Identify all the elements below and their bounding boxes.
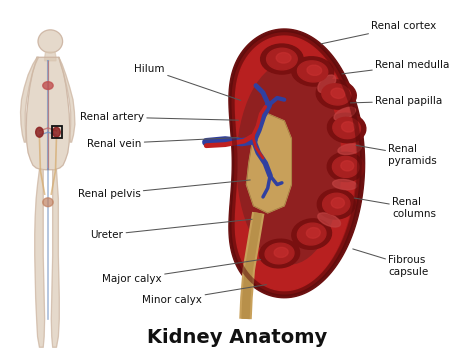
Ellipse shape [36,127,43,137]
Ellipse shape [333,118,360,139]
Ellipse shape [292,57,334,86]
Text: Renal papilla: Renal papilla [350,96,442,106]
Ellipse shape [266,48,297,70]
Ellipse shape [331,198,345,208]
Ellipse shape [259,239,300,268]
Polygon shape [59,57,75,142]
Polygon shape [45,52,56,61]
Ellipse shape [333,179,357,190]
Text: Minor calyx: Minor calyx [143,285,266,305]
Text: Renal
columns: Renal columns [354,197,436,219]
Ellipse shape [43,198,53,207]
Ellipse shape [318,213,340,227]
Ellipse shape [298,61,328,82]
Ellipse shape [327,152,364,181]
Ellipse shape [331,88,345,98]
Polygon shape [20,57,38,142]
Polygon shape [232,33,359,294]
Ellipse shape [237,62,341,264]
Text: Renal medulla: Renal medulla [342,60,449,74]
Ellipse shape [322,84,351,105]
Ellipse shape [307,65,322,75]
Ellipse shape [276,53,291,63]
Text: Renal artery: Renal artery [80,112,238,122]
Ellipse shape [316,80,356,109]
Ellipse shape [38,30,63,53]
Ellipse shape [323,193,350,215]
Ellipse shape [338,144,361,154]
Polygon shape [235,36,355,291]
Text: Renal vein: Renal vein [87,137,238,148]
Ellipse shape [317,189,355,219]
Ellipse shape [265,243,294,264]
Polygon shape [229,29,365,298]
Text: Major calyx: Major calyx [102,260,261,284]
Text: Renal
pyramids: Renal pyramids [356,144,437,166]
Ellipse shape [274,247,288,257]
Text: Ureter: Ureter [91,219,252,240]
Text: Renal cortex: Renal cortex [321,21,437,44]
Text: Hilum: Hilum [135,64,241,100]
Ellipse shape [318,75,336,93]
Ellipse shape [53,127,60,137]
Polygon shape [35,170,45,347]
Polygon shape [246,114,292,213]
Ellipse shape [328,113,366,143]
Text: Kidney Anatomy: Kidney Anatomy [147,328,327,347]
Polygon shape [51,170,59,347]
Ellipse shape [292,219,331,249]
Ellipse shape [342,122,355,132]
Text: Fibrous
capsule: Fibrous capsule [353,249,428,277]
Ellipse shape [261,44,303,74]
Ellipse shape [334,107,356,120]
Ellipse shape [306,228,320,238]
Polygon shape [26,57,70,170]
Text: Renal pelvis: Renal pelvis [78,180,250,199]
Ellipse shape [297,223,326,245]
Ellipse shape [43,82,53,89]
Ellipse shape [332,156,359,178]
Ellipse shape [341,161,354,171]
